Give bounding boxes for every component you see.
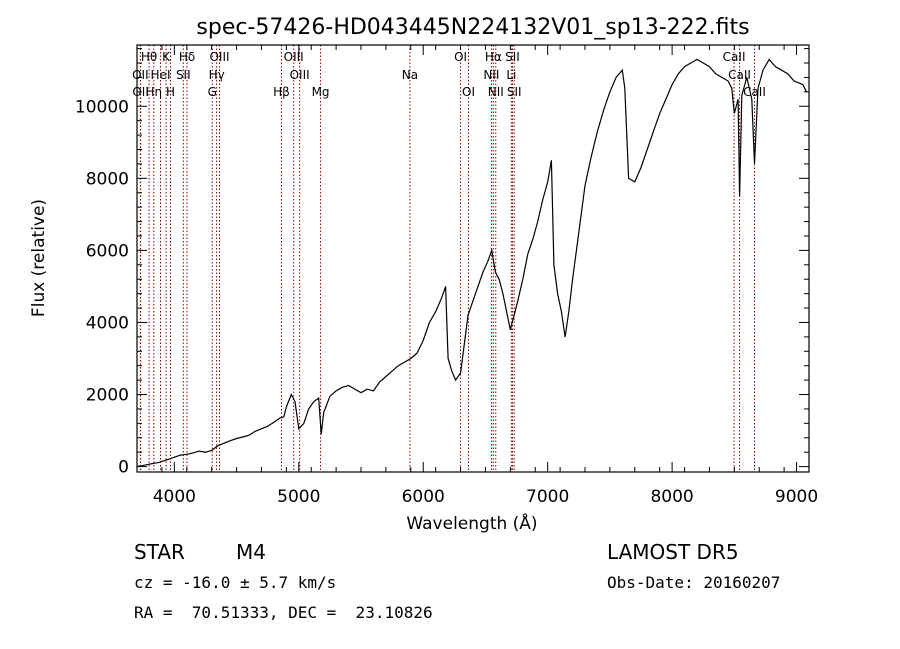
line-label: Mg: [312, 85, 330, 99]
line-label: Hδ: [179, 50, 195, 64]
x-tick-label: 7000: [526, 487, 569, 507]
object-class: STAR: [134, 540, 185, 564]
line-label: OII: [132, 68, 149, 82]
x-tick-label: 8000: [650, 487, 693, 507]
line-label: Hα: [485, 50, 502, 64]
line-label: Hβ: [273, 85, 290, 99]
line-label: Na: [402, 68, 418, 82]
y-axis-ticks: 0 2000 4000 6000 8000 10000: [75, 48, 809, 478]
line-label: K: [162, 50, 171, 64]
y-tick-label: 10000: [75, 97, 129, 117]
line-label: Hθ: [141, 50, 157, 64]
line-label: H: [166, 85, 175, 99]
line-label: SII: [507, 85, 522, 99]
line-label: OIII: [290, 68, 310, 82]
y-tick-label: 0: [118, 458, 129, 478]
line-label: OI: [454, 50, 467, 64]
line-label: Li: [506, 68, 516, 82]
chart-title: spec-57426-HD043445N224132V01_sp13-222.f…: [196, 15, 749, 40]
line-label: OIII: [209, 50, 229, 64]
line-label: SII: [176, 68, 191, 82]
line-label: OIII: [284, 50, 304, 64]
survey-name: LAMOST DR5: [607, 540, 739, 564]
observation-date: Obs-Date: 20160207: [607, 573, 781, 592]
x-tick-label: 5000: [277, 487, 320, 507]
line-label: CaII: [743, 85, 766, 99]
y-tick-label: 8000: [86, 169, 129, 189]
plot-frame: [136, 44, 810, 473]
object-subclass: M4: [236, 540, 266, 564]
y-axis-label: Flux (relative): [29, 199, 49, 317]
spectral-line-markers: [139, 45, 755, 472]
line-label: SII: [505, 50, 520, 64]
line-label: Hγ: [209, 68, 225, 82]
y-tick-label: 6000: [86, 241, 129, 261]
line-label: NII: [483, 68, 499, 82]
line-label: CaII: [728, 68, 751, 82]
x-axis-ticks: 4000 5000 6000 7000 8000 9000: [136, 45, 818, 507]
sky-coordinates: RA = 70.51333, DEC = 23.10826: [134, 603, 433, 622]
x-tick-label: 9000: [775, 487, 818, 507]
x-tick-label: 6000: [402, 487, 445, 507]
line-label: HeI: [151, 68, 171, 82]
x-axis-label: Wavelength (Å): [406, 512, 537, 534]
spectrum-series: [136, 58, 808, 468]
line-label: CaII: [723, 50, 746, 64]
line-label: NII: [488, 85, 504, 99]
line-label: G: [208, 85, 217, 99]
redshift-velocity: cz = -16.0 ± 5.7 km/s: [134, 573, 337, 592]
x-tick-label: 4000: [153, 487, 196, 507]
y-tick-label: 4000: [86, 313, 129, 333]
line-label: Hη: [145, 85, 162, 99]
y-tick-label: 2000: [86, 386, 129, 406]
line-label: OI: [462, 85, 475, 99]
